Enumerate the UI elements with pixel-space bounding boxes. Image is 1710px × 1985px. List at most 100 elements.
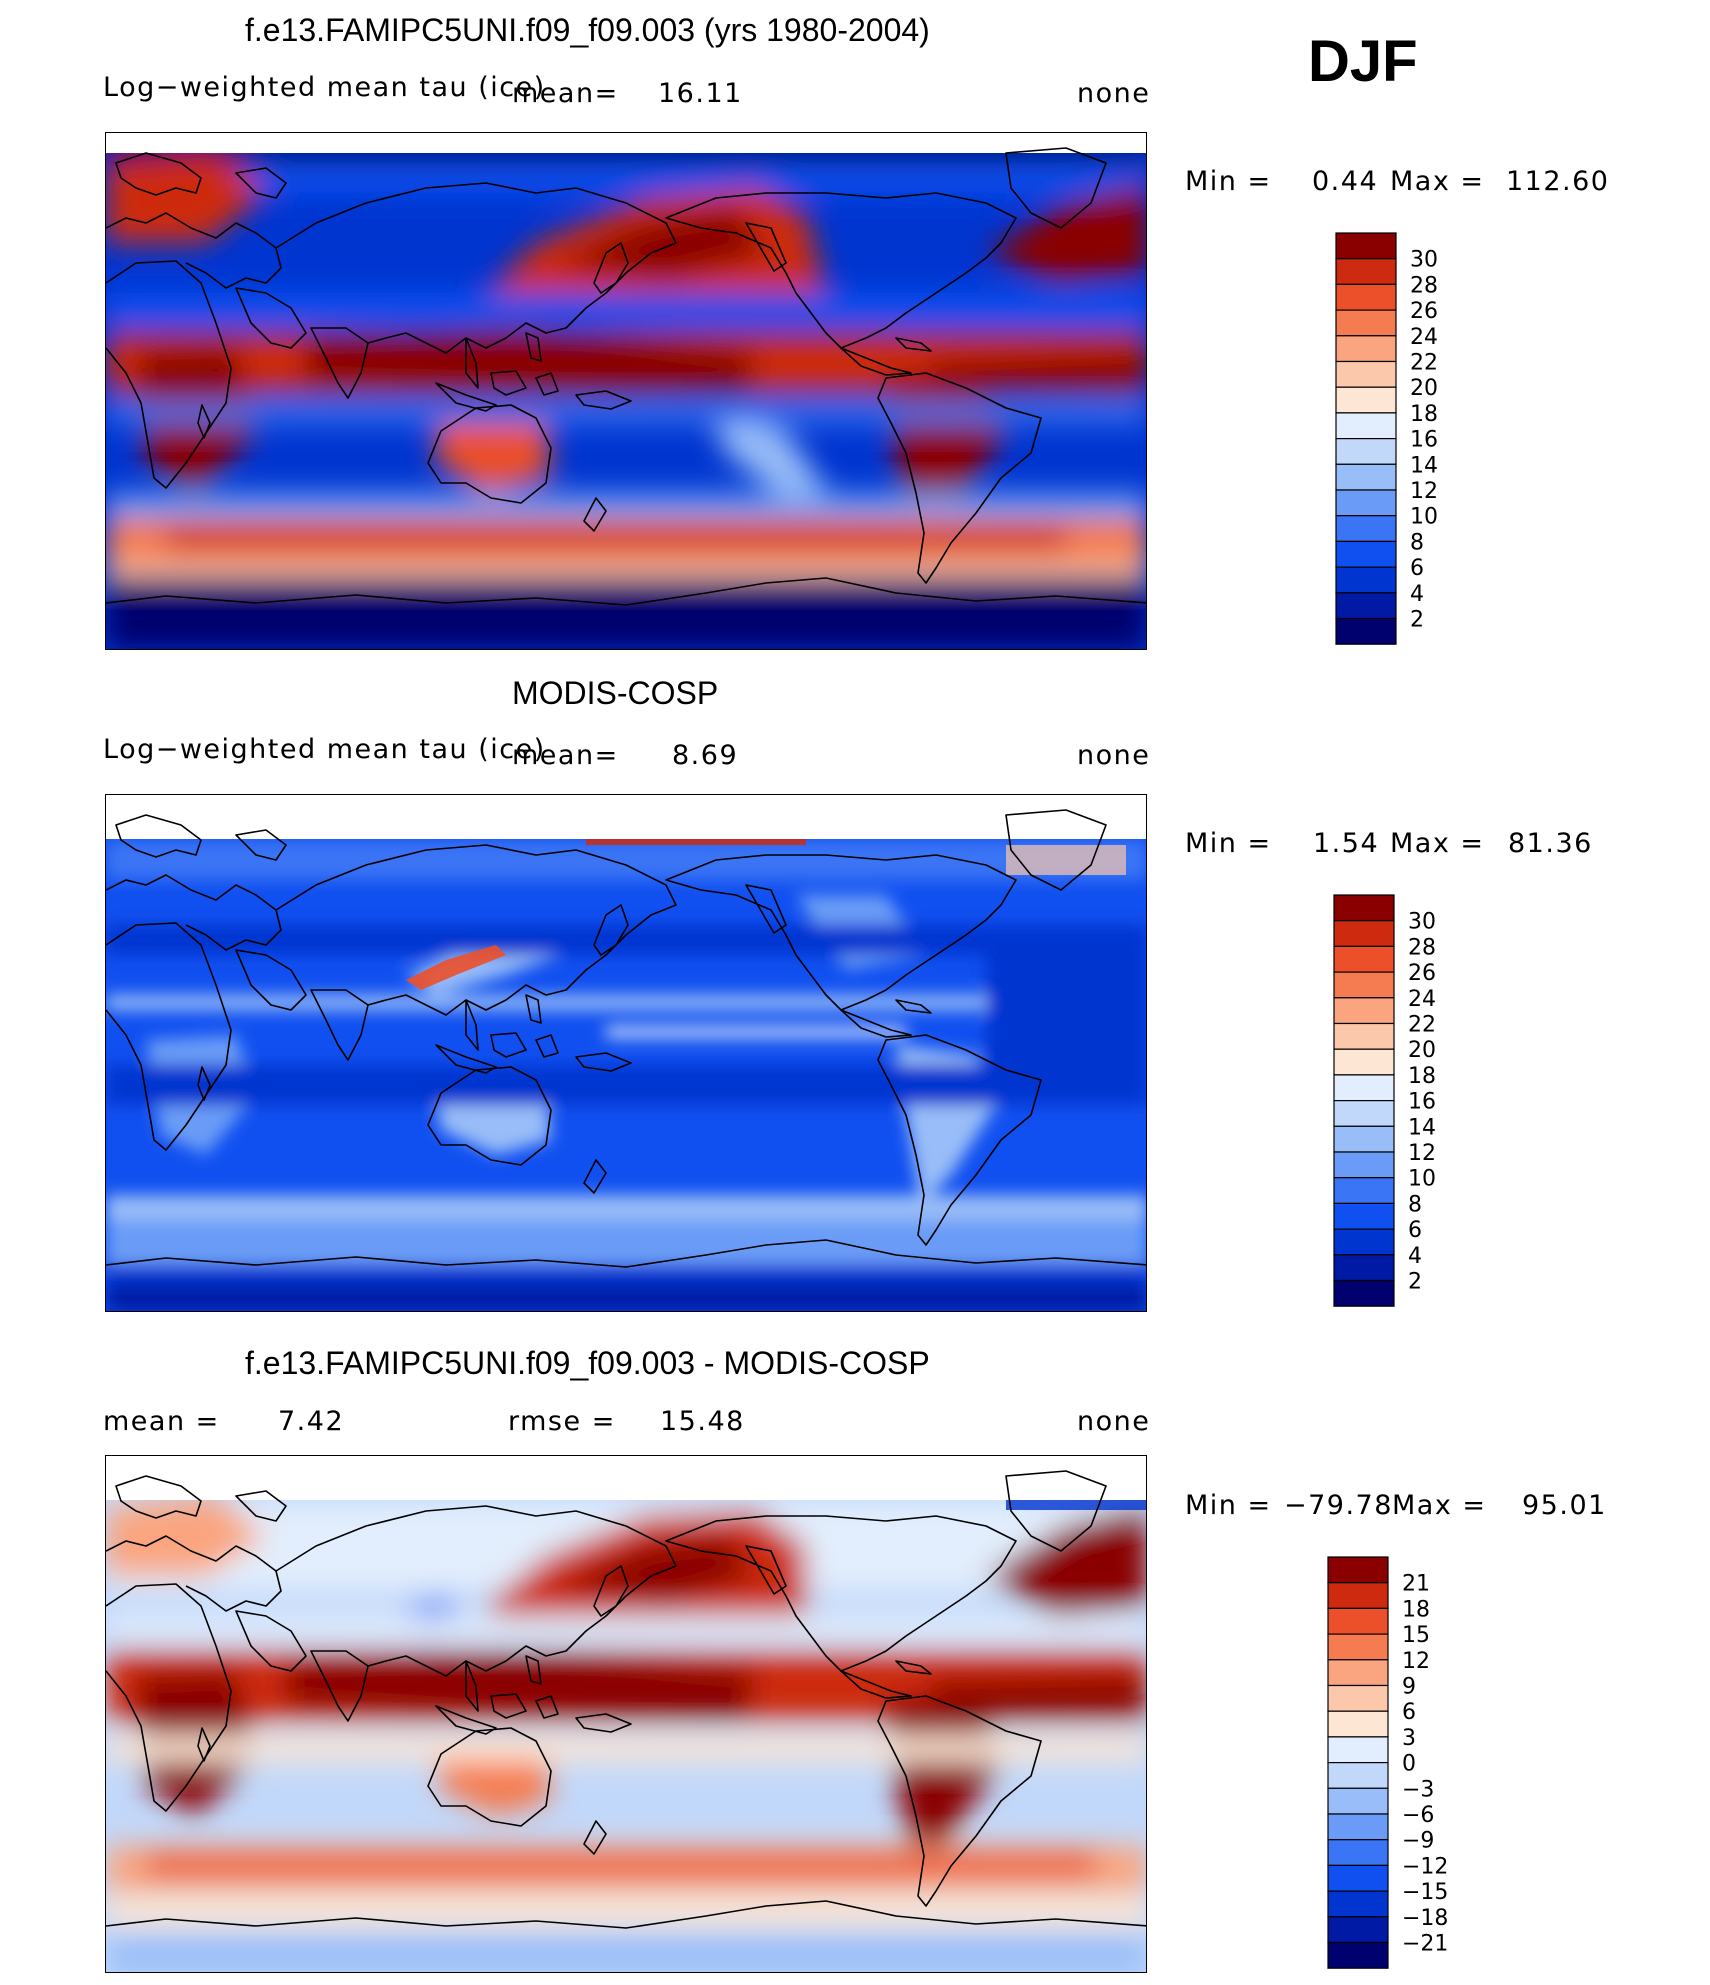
colorbar-tick-label: 18	[1410, 402, 1438, 427]
colorbar-swatch	[1335, 360, 1397, 388]
colorbar-swatch	[1333, 1022, 1395, 1050]
colorbar-swatch	[1335, 258, 1397, 286]
colorbar-swatch	[1333, 1177, 1395, 1205]
colorbar-swatch	[1327, 1556, 1389, 1584]
colorbar-tick-label: 10	[1410, 505, 1438, 530]
colorbar-tick-label: 28	[1410, 273, 1438, 298]
colorbar-swatch	[1327, 1582, 1389, 1610]
colorbar-swatch	[1333, 1151, 1395, 1179]
colorbar-tick-label: 20	[1410, 376, 1438, 401]
colorbar-tick-label: 15	[1402, 1623, 1430, 1648]
colorbar-tick-label: 20	[1408, 1038, 1436, 1063]
panel1-variable-label: Log−weighted mean tau (ice)	[103, 72, 546, 103]
colorbar-tick-label: 14	[1408, 1115, 1436, 1140]
colorbar-swatch	[1327, 1710, 1389, 1738]
colorbar-tick-label: 21	[1402, 1572, 1430, 1597]
colorbar-swatch	[1333, 1254, 1395, 1282]
panel3-mean-label: mean =	[103, 1406, 220, 1437]
colorbar-swatch	[1335, 335, 1397, 363]
colorbar-tick-label: 4	[1410, 582, 1424, 607]
colorbar-tick-label: 24	[1410, 325, 1438, 350]
colorbar-swatch	[1333, 945, 1395, 973]
colorbar-swatch	[1335, 463, 1397, 491]
colorbar-tick-label: −3	[1402, 1777, 1434, 1802]
panel3-title: f.e13.FAMIPC5UNI.f09_f09.003 - MODIS-COS…	[245, 1345, 930, 1381]
colorbar-tick-label: 26	[1410, 299, 1438, 324]
colorbar-swatch	[1335, 540, 1397, 568]
colorbar-tick-label: 28	[1408, 935, 1436, 960]
colorbar-tick-label: 3	[1402, 1726, 1416, 1751]
colorbar-swatch	[1333, 1100, 1395, 1127]
panel3-difference-map	[105, 1455, 1147, 1973]
colorbar-tick-label: 26	[1408, 961, 1436, 986]
colorbar-tick-label: 6	[1410, 556, 1424, 581]
colorbar-swatch	[1333, 997, 1395, 1025]
colorbar-swatch	[1327, 1916, 1389, 1944]
panel2-mean-label: mean=	[512, 740, 619, 771]
colorbar-swatch	[1327, 1839, 1389, 1867]
panel1-title: f.e13.FAMIPC5UNI.f09_f09.003 (yrs 1980-2…	[245, 12, 930, 48]
colorbar-swatch	[1333, 1125, 1395, 1153]
colorbar-tick-label: 4	[1408, 1244, 1422, 1269]
colorbar-swatch	[1333, 1279, 1395, 1307]
panel3-rmse-value: 15.48	[660, 1406, 745, 1437]
colorbar-tick-label: 0	[1402, 1752, 1416, 1777]
colorbar-tick-label: −6	[1402, 1803, 1434, 1828]
panel2-title: MODIS-COSP	[512, 675, 719, 711]
colorbar-tick-label: −21	[1402, 1932, 1448, 1957]
panel1-max-value: 112.60	[1506, 166, 1610, 197]
colorbar-tick-label: 10	[1408, 1167, 1436, 1192]
colorbar-swatch	[1333, 1074, 1395, 1102]
colorbar-swatch	[1333, 894, 1395, 922]
colorbar-swatch	[1335, 592, 1397, 620]
colorbar-swatch	[1327, 1941, 1389, 1969]
panel1-units: none	[1077, 78, 1151, 109]
colorbar-tick-label: 12	[1402, 1649, 1430, 1674]
panel2-variable-label: Log−weighted mean tau (ice)	[103, 734, 546, 765]
panel2-min-value: 1.54	[1313, 828, 1380, 859]
colorbar-swatch	[1335, 309, 1397, 337]
colorbar-tick-label: 6	[1402, 1700, 1416, 1725]
colorbar-tick-label: 18	[1402, 1597, 1430, 1622]
colorbar-swatch	[1327, 1787, 1389, 1815]
panel1-model-map	[105, 132, 1147, 650]
colorbar-swatch	[1327, 1684, 1389, 1712]
panel1-min-value: 0.44	[1312, 166, 1379, 197]
panel3-min-label: Min =	[1185, 1490, 1272, 1521]
colorbar-tick-label: 24	[1408, 987, 1436, 1012]
colorbar-swatch	[1327, 1659, 1389, 1687]
colorbar-swatch	[1335, 617, 1397, 645]
panel2-colorbar: 30 28 26 24 22 20 18 16 14 12 10 8 6 4 2	[1333, 894, 1494, 1311]
colorbar-swatch	[1327, 1890, 1389, 1918]
colorbar-tick-label: 9	[1402, 1675, 1416, 1700]
colorbar-tick-label: −12	[1402, 1854, 1448, 1879]
colorbar-tick-label: −9	[1402, 1829, 1434, 1854]
colorbar-swatch	[1327, 1607, 1389, 1635]
colorbar-swatch	[1335, 283, 1397, 311]
colorbar-swatch	[1327, 1633, 1389, 1661]
colorbar-tick-label: 2	[1410, 608, 1424, 633]
panel3-colorbar: 21 18 15 12 9 6 3 0 −3 −6 −9 −12 −15 −18 −21	[1327, 1556, 1488, 1973]
colorbar-swatch	[1333, 1048, 1395, 1076]
panel3-mean-value: 7.42	[278, 1406, 345, 1437]
colorbar-swatch	[1327, 1736, 1389, 1764]
colorbar-swatch	[1335, 412, 1397, 440]
season-label: DJF	[1308, 29, 1418, 94]
panel2-observation-map	[105, 794, 1147, 1312]
panel2-min-label: Min =	[1185, 828, 1272, 859]
colorbar-tick-label: 16	[1410, 428, 1438, 453]
colorbar-tick-label: 12	[1408, 1141, 1436, 1166]
colorbar-tick-label: 8	[1408, 1192, 1422, 1217]
colorbar-tick-label: 22	[1410, 351, 1438, 376]
colorbar-swatch	[1333, 920, 1395, 948]
colorbar-swatch	[1335, 489, 1397, 517]
panel2-max-value: 81.36	[1508, 828, 1593, 859]
colorbar-swatch	[1333, 1228, 1395, 1256]
colorbar-swatch	[1327, 1762, 1389, 1789]
colorbar-swatch	[1335, 566, 1397, 594]
colorbar-tick-label: 18	[1408, 1064, 1436, 1089]
panel2-max-label: Max =	[1390, 828, 1485, 859]
colorbar-tick-label: 12	[1410, 479, 1438, 504]
colorbar-tick-label: −15	[1402, 1880, 1448, 1905]
panel3-max-label: Max =	[1392, 1490, 1487, 1521]
